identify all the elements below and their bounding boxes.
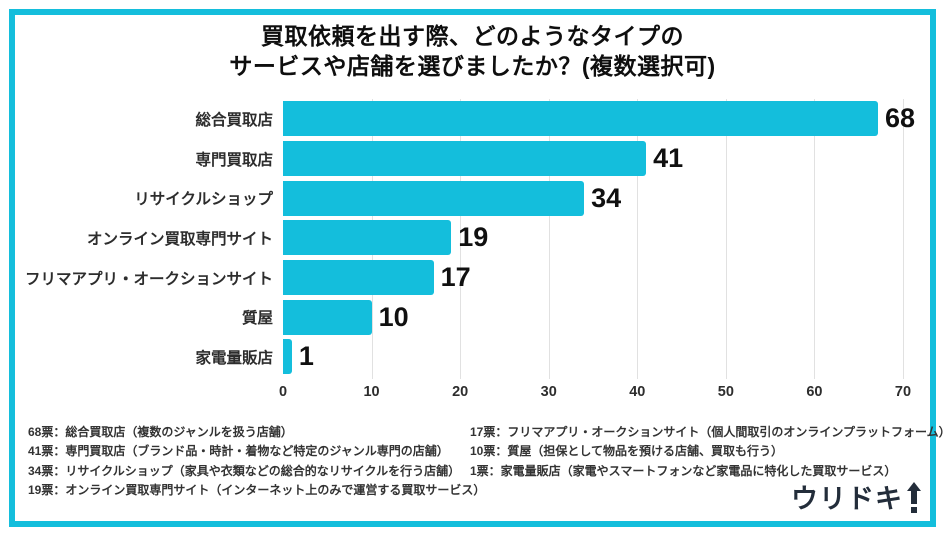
bar-track: 10 [283,299,915,335]
bar [283,339,292,375]
bar [283,220,452,256]
bar-value-label: 10 [378,301,409,332]
bar-value-label: 17 [440,262,471,293]
footnote: 41票：専門買取店（ブランド品・時計・着物など特定のジャンル専門の店舗） [28,444,449,459]
category-label: 総合買取店 [195,111,273,129]
bar-value-label: 68 [884,103,915,134]
bar [283,180,585,216]
category-label: 専門買取店 [195,151,273,169]
bar-track: 1 [283,339,915,375]
gridline-50 [725,99,727,379]
footnotes-right-column: 17票：フリマアプリ・オークションサイト（個人間取引のオンラインプラットフォーム… [470,423,945,500]
footnotes: 68票：総合買取店（複数のジャンルを扱う店舗） 41票：専門買取店（ブランド品・… [28,423,945,500]
bar-track: 68 [283,101,915,137]
chart-title-line2: サービスや店舗を選びましたか？(複数選択可) [229,53,716,80]
x-tick-label-20: 20 [452,383,469,400]
bar-row: 質屋 10 [20,297,920,337]
x-axis-ticks: 0 10 20 30 40 50 60 70 [279,383,915,404]
category-label: 家電量販店 [195,349,273,367]
bar-chart: 総合買取店 68 専門買取店 41 リサイクルショップ 34 オンライン買取専門サイト 19 フ… [20,99,920,404]
bar-track: 17 [283,260,915,296]
gridline-20 [460,99,462,379]
gridline-30 [548,99,550,379]
bar-row: フリマアプリ・オークションサイト 17 [20,258,920,298]
bar-row: 総合買取店 68 [20,99,920,139]
bar [283,141,647,177]
category-label: フリマアプリ・オークションサイト [24,270,273,288]
gridline-60 [814,99,816,379]
bar-row: オンライン買取専門サイト 19 [20,218,920,258]
x-tick-label-40: 40 [629,383,646,400]
bar [283,101,878,137]
footnote: 1票：家電量販店（家電やスマートフォンなど家電品に特化した買取サービス） [470,463,897,478]
gridline-70 [903,99,904,379]
footnote: 34票：リサイクルショップ（家具や衣類などの総合的なリサイクルを行う店舗） [28,463,461,478]
up-arrow-icon [907,482,921,516]
x-tick-label-70: 70 [894,383,912,400]
chart-title-line1: 買取依頼を出す際、どのようなタイプの [261,23,684,49]
x-tick-label-10: 10 [363,383,380,400]
bar-row: リサイクルショップ 34 [20,178,920,218]
footnote: 19票：オンライン買取専門サイト（インターネット上のみで運営する買取サービス） [28,482,486,497]
x-tick-label-50: 50 [717,383,734,400]
chart-rows: 総合買取店 68 専門買取店 41 リサイクルショップ 34 オンライン買取専門サイト 19 フ… [20,99,920,377]
bar [283,299,372,335]
bar-value-label: 1 [298,341,314,372]
gridline-40 [637,99,639,379]
x-tick-label-0: 0 [278,383,288,400]
footnotes-left-column: 68票：総合買取店（複数のジャンルを扱う店舗） 41票：専門買取店（ブランド品・… [28,423,486,500]
category-label: 質屋 [241,310,273,328]
bar [283,260,434,296]
footnote: 68票：総合買取店（複数のジャンルを扱う店舗） [28,425,293,439]
bar-track: 19 [283,220,915,256]
uridoki-logo: ウリドキ [791,482,921,516]
bar-value-label: 41 [653,143,684,174]
footnote: 17票：フリマアプリ・オークションサイト（個人間取引のオンラインプラットフォーム… [470,425,945,439]
bar-row: 家電量販店 1 [20,337,920,377]
footnote: 10票：質屋（担保として物品を預ける店舗、買取も行う） [470,444,783,459]
category-label: オンライン買取専門サイト [86,230,273,248]
uridoki-logo-text: ウリドキ [791,483,903,514]
bar-value-label: 19 [458,222,489,253]
bar-value-label: 34 [591,182,622,213]
chart-title: 買取依頼を出す際、どのようなタイプの サービスや店舗を選びましたか？(複数選択可… [0,21,945,82]
bar-track: 34 [283,180,915,216]
category-label: リサイクルショップ [134,191,273,209]
x-tick-label-60: 60 [806,383,823,400]
bar-track: 41 [283,141,915,177]
x-tick-label-30: 30 [540,383,557,400]
bar-row: 専門買取店 41 [20,139,920,179]
